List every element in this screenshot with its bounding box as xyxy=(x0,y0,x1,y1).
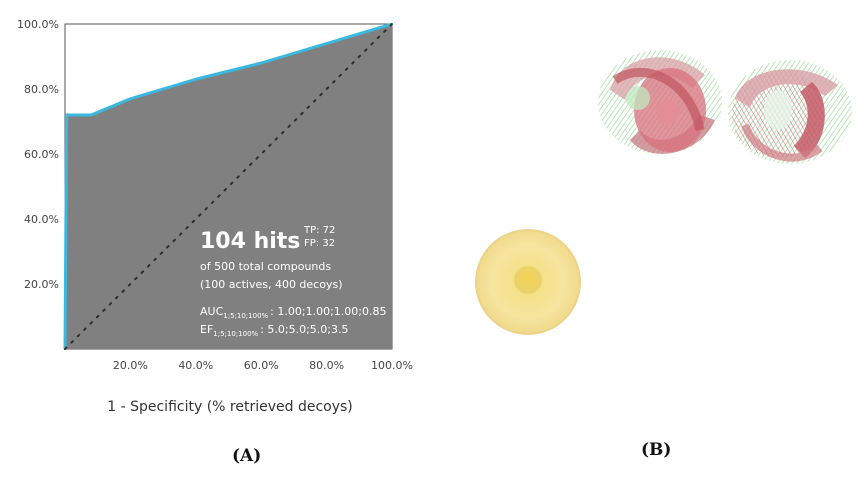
false-positives: FP: 32 xyxy=(304,238,335,249)
acceptor-donor-feature-1 xyxy=(598,50,722,154)
auc-label: AUC xyxy=(200,305,224,318)
x-axis-label: 1 - Specificity (% retrieved decoys) xyxy=(107,399,353,415)
x-tick-label: 100.0% xyxy=(371,359,413,372)
x-axis-ticks: 20.0% 40.0% 60.0% 80.0% 100.0% xyxy=(113,359,413,372)
ef-values: : 5.0;5.0;5.0;3.5 xyxy=(260,323,348,336)
roc-chart: 20.0% 40.0% 60.0% 80.0% 100.0% 20.0% 40.0% 60.… xyxy=(17,18,413,415)
pharmacophore-model xyxy=(475,50,852,335)
x-tick-label: 20.0% xyxy=(113,359,148,372)
ef-label: EF xyxy=(200,323,213,336)
x-tick-label: 60.0% xyxy=(244,359,279,372)
x-tick-label: 80.0% xyxy=(309,359,344,372)
ef-line: EF1;5;10;100%: 5.0;5.0;5.0;3.5 xyxy=(200,323,348,338)
actives-decoys: (100 actives, 400 decoys) xyxy=(200,278,343,291)
total-compounds: of 500 total compounds xyxy=(200,260,331,273)
y-tick-label: 100.0% xyxy=(17,18,59,31)
x-tick-label: 40.0% xyxy=(178,359,213,372)
panel-label-a: (A) xyxy=(232,446,262,466)
ef-subscript: 1;5;10;100% xyxy=(213,330,258,338)
y-axis-ticks: 20.0% 40.0% 60.0% 80.0% 100.0% xyxy=(17,18,59,291)
panel-label-b: (B) xyxy=(641,440,672,460)
roc-curve xyxy=(63,22,393,350)
roc-area xyxy=(65,24,392,349)
auc-subscript: 1;5;10;100% xyxy=(223,312,268,320)
hits-count: 104 hits xyxy=(200,229,300,254)
y-tick-label: 20.0% xyxy=(24,278,59,291)
auc-line: AUC1;5;10;100%: 1.00;1.00;1.00;0.85 xyxy=(200,305,386,320)
annotation: 104 hits TP: 72 FP: 32 of 500 total comp… xyxy=(200,225,386,338)
auc-values: : 1.00;1.00;1.00;0.85 xyxy=(270,305,386,318)
acceptor-donor-feature-2 xyxy=(728,60,852,164)
true-positives: TP: 72 xyxy=(303,225,335,236)
y-tick-label: 60.0% xyxy=(24,148,59,161)
plot-area xyxy=(63,22,393,350)
y-tick-label: 40.0% xyxy=(24,213,59,226)
y-tick-label: 80.0% xyxy=(24,83,59,96)
hydrophobic-feature xyxy=(475,229,581,335)
